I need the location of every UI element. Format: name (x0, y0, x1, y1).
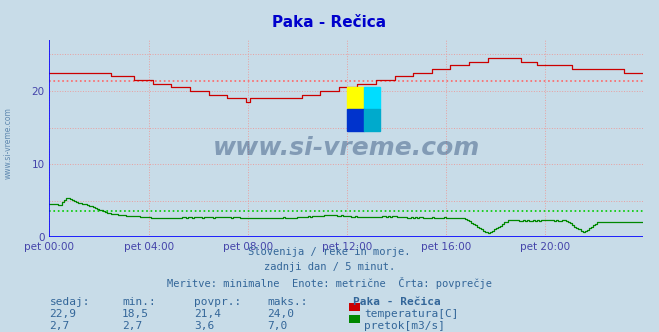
Bar (364, 109, 380, 131)
Bar (364, 87, 380, 109)
Text: Paka - Rečica: Paka - Rečica (353, 297, 440, 307)
Text: pretok[m3/s]: pretok[m3/s] (364, 321, 445, 331)
Text: 7,0: 7,0 (267, 321, 287, 331)
Text: 21,4: 21,4 (194, 309, 221, 319)
Text: Paka - Rečica: Paka - Rečica (272, 15, 387, 30)
Text: www.si-vreme.com: www.si-vreme.com (212, 136, 480, 160)
Text: Slovenija / reke in morje.: Slovenija / reke in morje. (248, 247, 411, 257)
Text: 24,0: 24,0 (267, 309, 294, 319)
Text: Meritve: minimalne  Enote: metrične  Črta: povprečje: Meritve: minimalne Enote: metrične Črta:… (167, 277, 492, 289)
Text: sedaj:: sedaj: (49, 297, 90, 307)
Text: 2,7: 2,7 (49, 321, 70, 331)
Text: temperatura[C]: temperatura[C] (364, 309, 458, 319)
Text: www.si-vreme.com: www.si-vreme.com (3, 107, 13, 179)
Text: povpr.:: povpr.: (194, 297, 242, 307)
Bar (347, 109, 364, 131)
Text: 2,7: 2,7 (122, 321, 142, 331)
Text: zadnji dan / 5 minut.: zadnji dan / 5 minut. (264, 262, 395, 272)
Text: 22,9: 22,9 (49, 309, 76, 319)
Text: min.:: min.: (122, 297, 156, 307)
Text: 3,6: 3,6 (194, 321, 215, 331)
Bar (347, 87, 364, 109)
Text: 18,5: 18,5 (122, 309, 149, 319)
Text: maks.:: maks.: (267, 297, 307, 307)
